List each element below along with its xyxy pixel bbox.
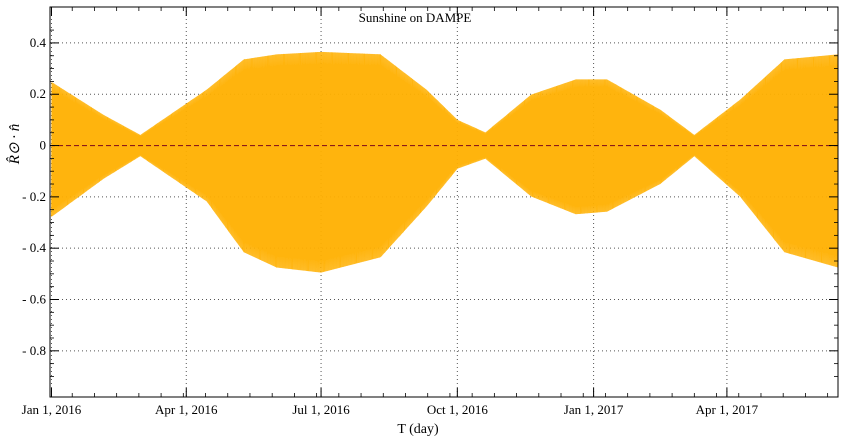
sunshine-series-line — [51, 51, 839, 273]
y-tick-label: - 0.4 — [22, 240, 46, 255]
x-tick-label: Jul 1, 2016 — [292, 402, 350, 417]
y-tick-label: 0.2 — [30, 86, 46, 101]
y-tick-label: 0 — [40, 138, 47, 153]
y-tick-label: - 0.2 — [22, 189, 46, 204]
y-tick-label: - 0.8 — [22, 343, 46, 358]
x-axis-label: T (day) — [397, 422, 439, 437]
plot-frame — [49, 6, 839, 398]
y-tick-label: - 0.6 — [22, 292, 46, 307]
data-series — [51, 51, 839, 273]
chart-title: Sunshine on DAMPE — [359, 10, 472, 25]
x-tick-label: Apr 1, 2017 — [696, 402, 759, 417]
y-tick-label: 0.4 — [30, 35, 47, 50]
x-tick-label: Jan 1, 2017 — [564, 402, 624, 417]
ticks: Jan 1, 2016 Apr 1, 2016 Jul 1, 2016 Oct 1, … — [22, 7, 838, 417]
x-tick-label: Oct 1, 2016 — [427, 402, 489, 417]
y-axis-label: R̂⊙ · n̂ — [7, 124, 23, 165]
x-tick-label: Apr 1, 2016 — [155, 402, 218, 417]
x-tick-label: Jan 1, 2016 — [22, 402, 82, 417]
